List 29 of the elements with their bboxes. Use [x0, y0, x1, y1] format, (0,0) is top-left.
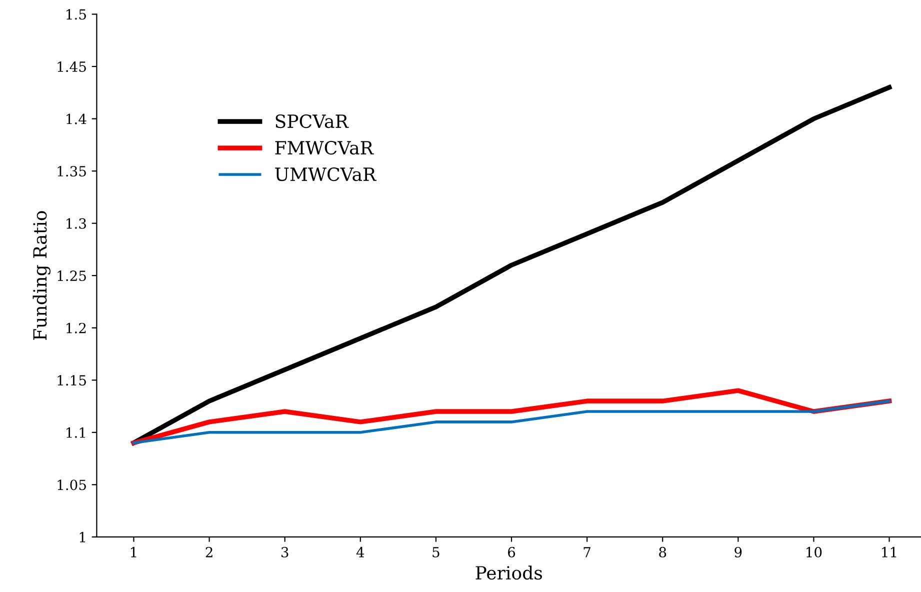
y-tick-label: 1.3: [66, 218, 86, 229]
x-tick-label: 1: [131, 546, 136, 558]
line-series: [132, 400, 891, 444]
x-tick-label: 6: [508, 546, 516, 558]
y-tick-label: 1.4: [66, 114, 86, 124]
y-tick-label: 1.1: [66, 427, 86, 438]
y-tick-label: 1: [80, 532, 86, 542]
x-tick-label: 8: [659, 546, 666, 558]
y-tick-label: 1.45: [58, 61, 86, 72]
line-series: [131, 85, 892, 446]
x-tick-label: 4: [356, 546, 364, 558]
y-tick-label: 1.2: [66, 322, 86, 334]
x-tick-label: 10: [806, 546, 822, 558]
y-tick-label: 1.05: [58, 480, 86, 490]
legend-label: UMWCVaR: [275, 167, 377, 182]
y-tick-label: 1.35: [58, 166, 86, 177]
legend-label: SPCVaR: [276, 114, 349, 128]
x-tick-label: 3: [281, 546, 288, 558]
x-tick-label: 11: [882, 546, 896, 558]
legend-label: FMWCVaR: [275, 140, 374, 155]
x-tick-label: 9: [734, 546, 742, 558]
y-axis-title: Funding Ratio: [32, 211, 51, 340]
x-tick-label: 2: [206, 546, 212, 558]
y-tick-label: 1.25: [58, 270, 86, 282]
y-tick-label: 1.5: [66, 9, 86, 20]
y-tick-label: 1.15: [58, 375, 86, 386]
x-axis-title: Periods: [476, 566, 542, 580]
x-tick-label: 7: [584, 547, 590, 558]
x-tick-label: 5: [432, 547, 440, 558]
